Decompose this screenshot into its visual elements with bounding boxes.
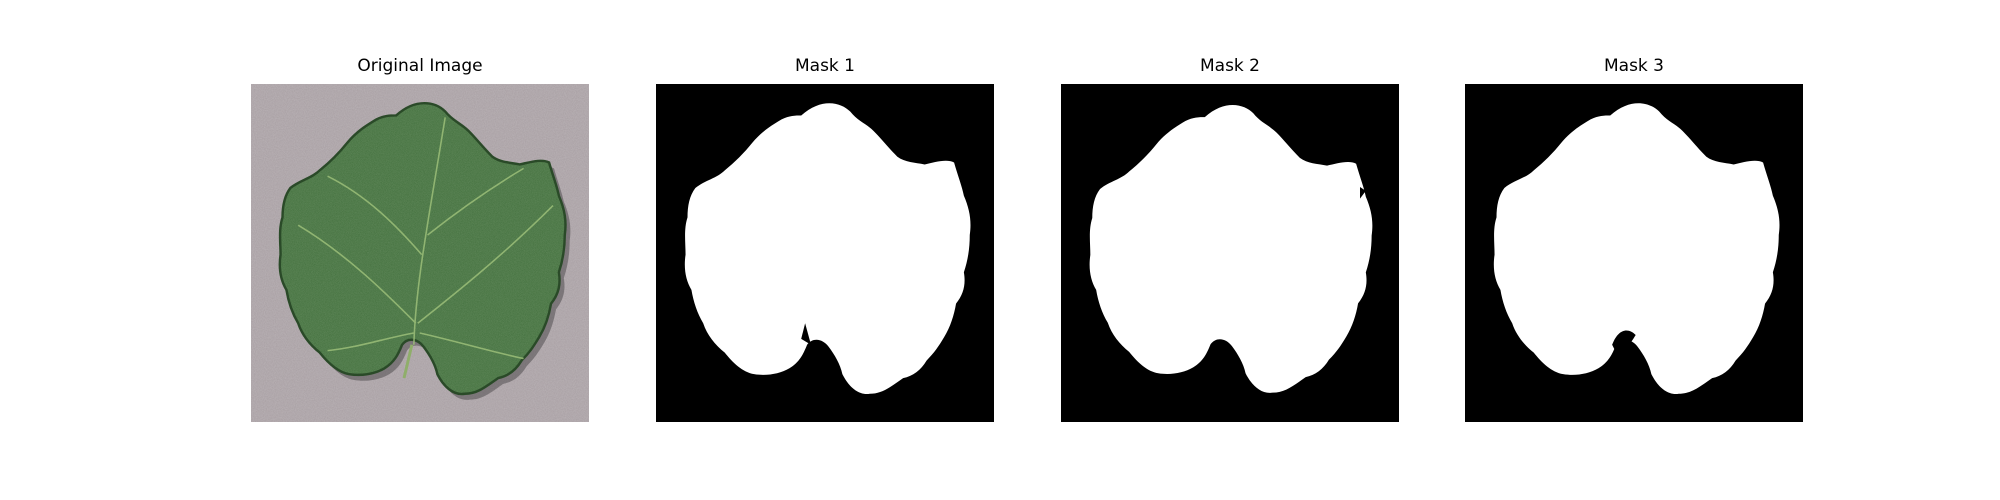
leaf-group [278,101,571,400]
panel-original-image: Original Image [251,54,589,424]
original-leaf-photo [251,84,589,422]
mask-2-image [1061,84,1399,422]
mask-notch [1612,330,1636,353]
mask-3-image [1465,84,1803,422]
leaf-petiole [402,344,414,379]
mask-1-image [656,84,994,422]
panel-mask-2: Mask 2 [1061,54,1399,424]
panel-title: Mask 3 [1603,56,1664,76]
mask-edge-noise [1360,187,1366,199]
panel-mask-1: Mask 1 [656,54,994,424]
panel-title: Original Image [357,56,483,76]
mask-notch [801,323,811,345]
panel-title: Mask 1 [794,56,855,76]
leaf-veins [297,117,554,360]
panel-mask-3: Mask 3 [1465,54,1803,424]
panel-title: Mask 2 [1199,56,1260,76]
